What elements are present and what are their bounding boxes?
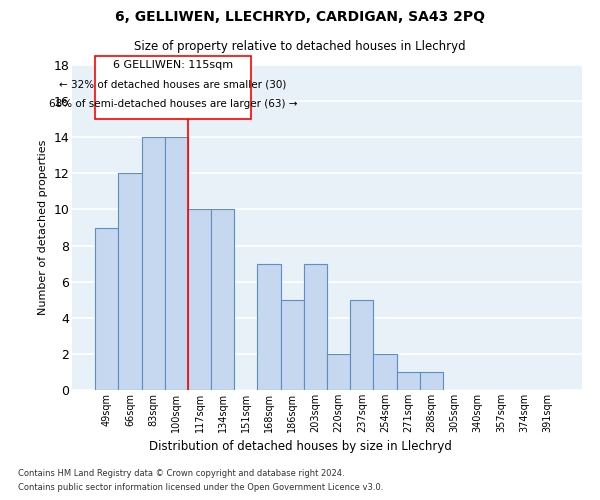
Text: 6, GELLIWEN, LLECHRYD, CARDIGAN, SA43 2PQ: 6, GELLIWEN, LLECHRYD, CARDIGAN, SA43 2P…: [115, 10, 485, 24]
Bar: [165, 137, 188, 390]
Bar: [95, 56, 251, 119]
Bar: [420, 372, 443, 390]
Bar: [95, 228, 118, 390]
Text: 68% of semi-detached houses are larger (63) →: 68% of semi-detached houses are larger (…: [49, 100, 297, 110]
Bar: [350, 300, 373, 390]
Bar: [397, 372, 420, 390]
Y-axis label: Number of detached properties: Number of detached properties: [38, 140, 48, 315]
Bar: [257, 264, 281, 390]
Text: Distribution of detached houses by size in Llechryd: Distribution of detached houses by size …: [149, 440, 451, 453]
Bar: [281, 300, 304, 390]
Text: Contains HM Land Registry data © Crown copyright and database right 2024.: Contains HM Land Registry data © Crown c…: [18, 468, 344, 477]
Text: 6 GELLIWEN: 115sqm: 6 GELLIWEN: 115sqm: [113, 60, 233, 70]
Bar: [327, 354, 350, 390]
Text: ← 32% of detached houses are smaller (30): ← 32% of detached houses are smaller (30…: [59, 80, 287, 90]
Bar: [304, 264, 327, 390]
Bar: [142, 137, 165, 390]
Text: Contains public sector information licensed under the Open Government Licence v3: Contains public sector information licen…: [18, 484, 383, 492]
Text: Size of property relative to detached houses in Llechryd: Size of property relative to detached ho…: [134, 40, 466, 53]
Bar: [118, 174, 142, 390]
Bar: [188, 210, 211, 390]
Bar: [211, 210, 234, 390]
Bar: [373, 354, 397, 390]
